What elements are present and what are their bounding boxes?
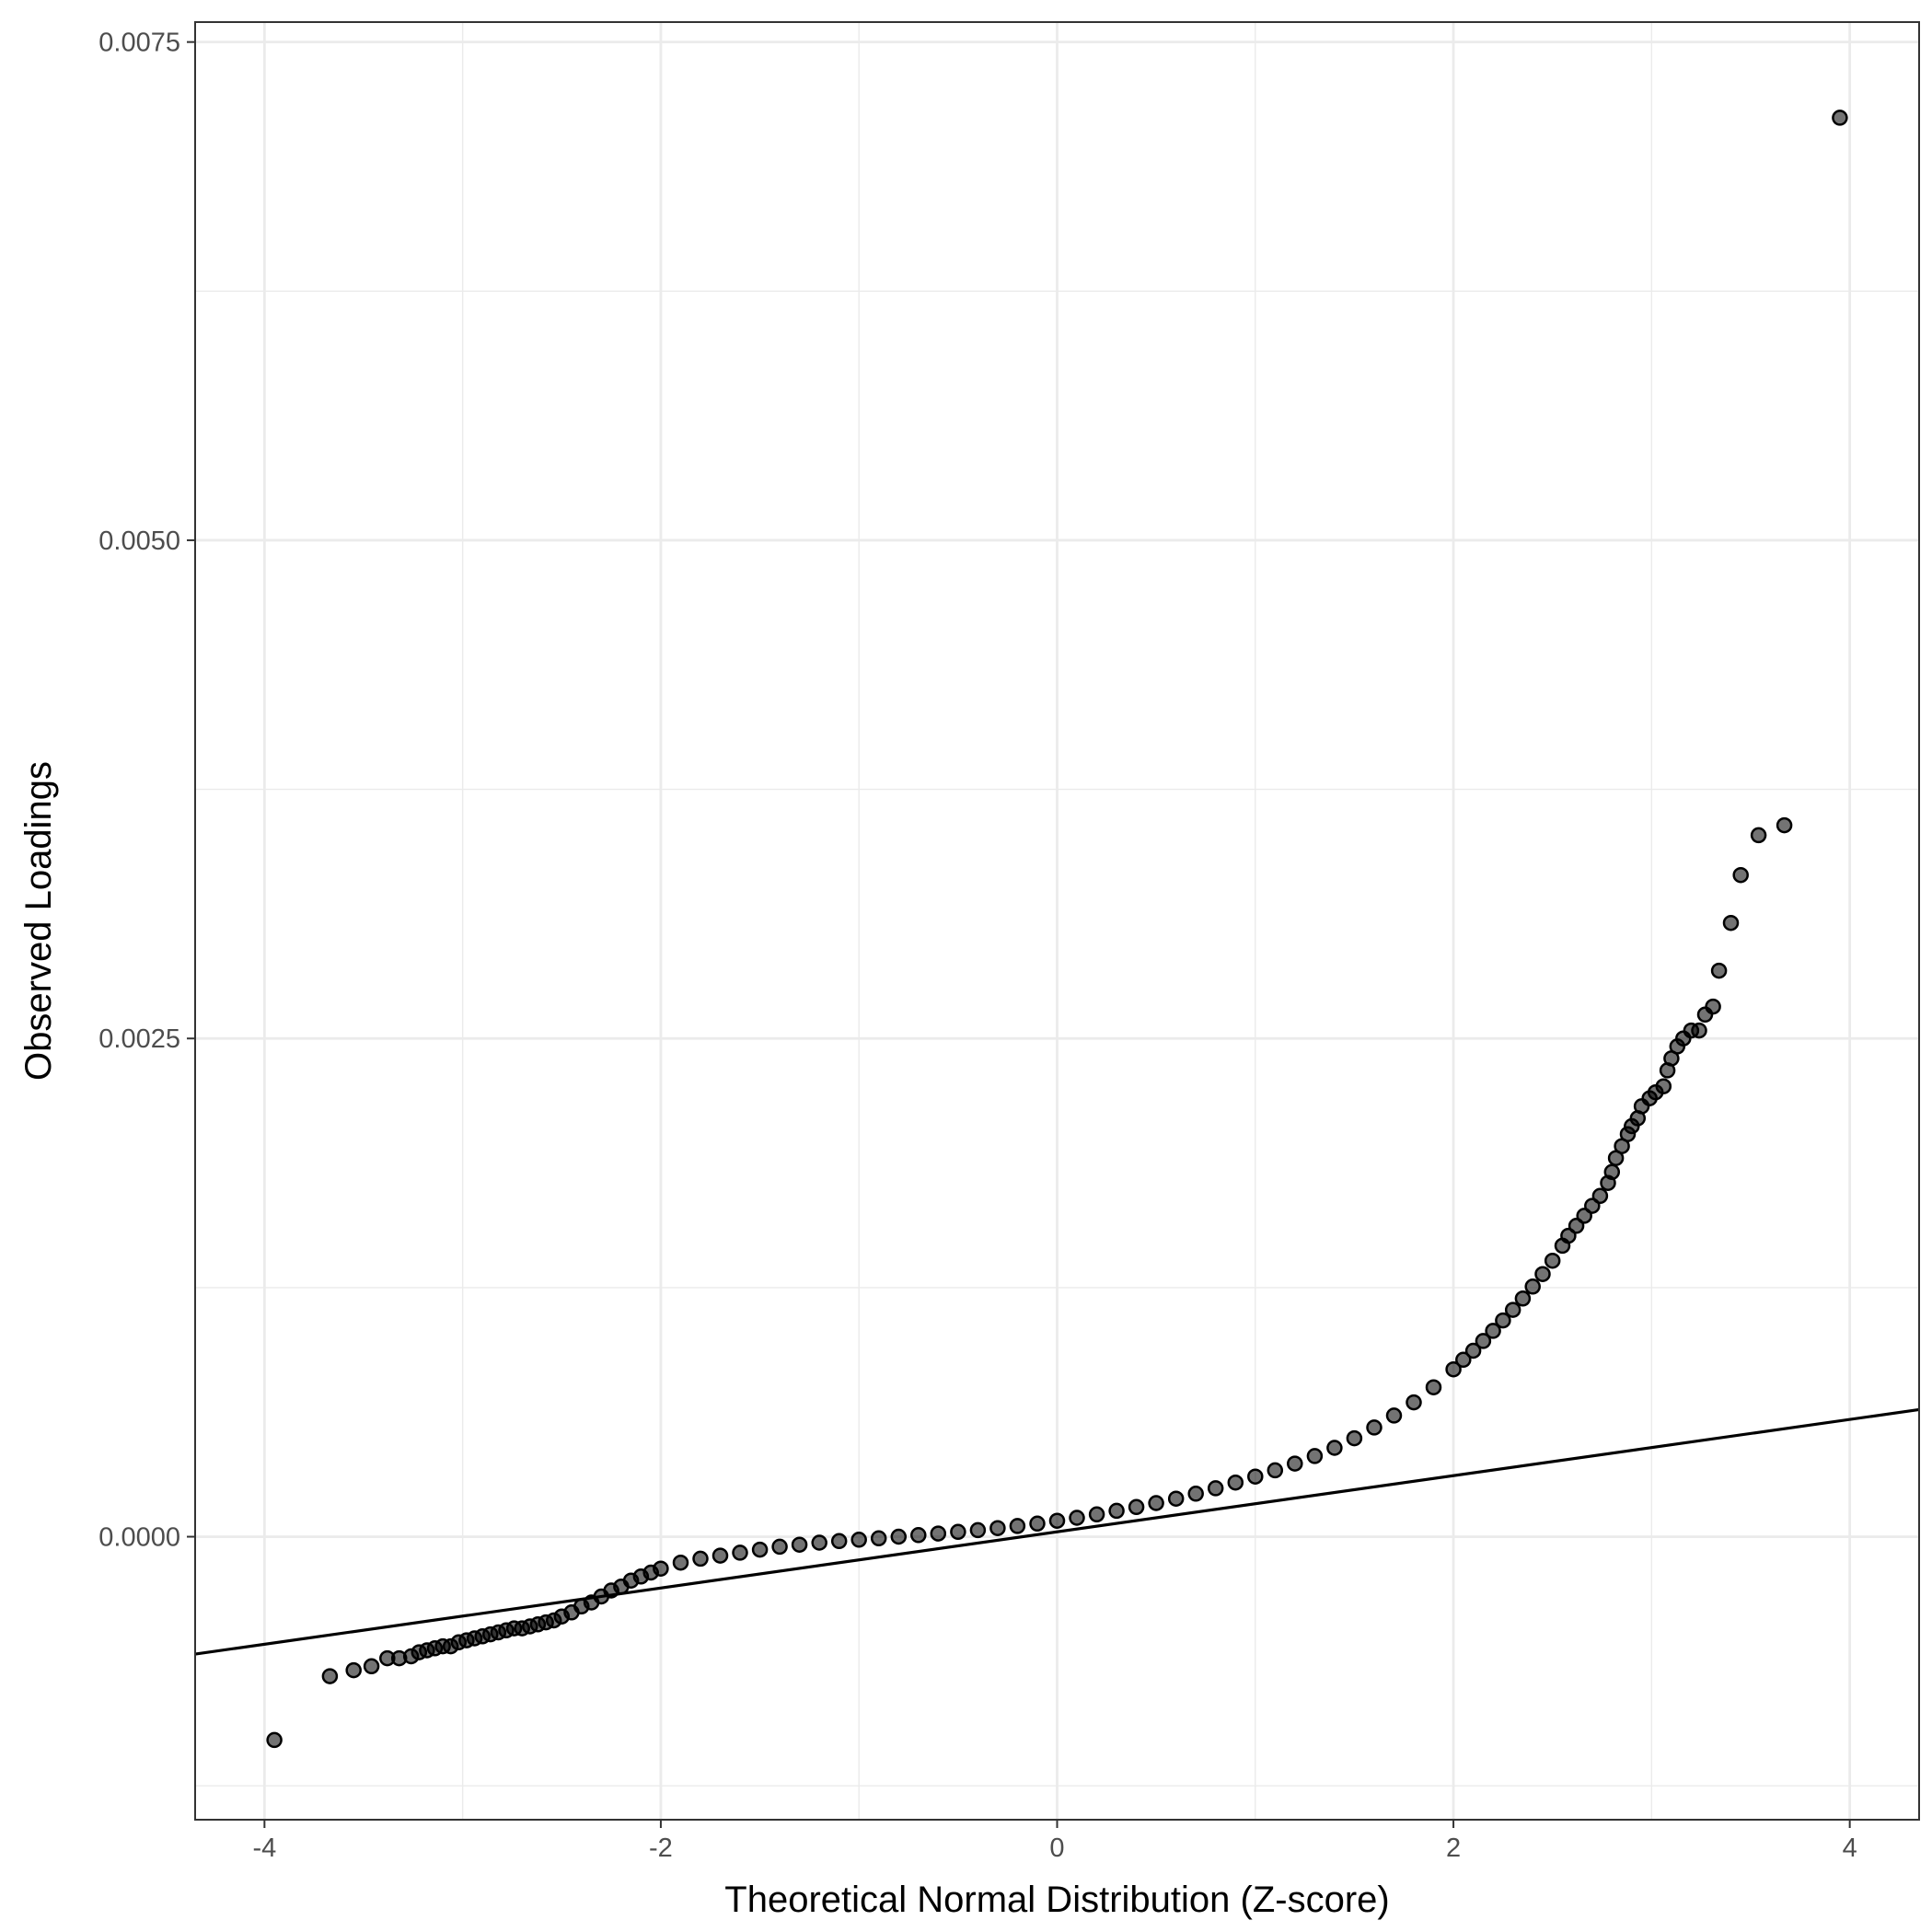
data-point (811, 1534, 827, 1551)
y-tick-label: 0.0075 (98, 29, 180, 58)
data-points (266, 110, 1848, 1749)
data-point (1544, 1252, 1561, 1269)
data-point (930, 1525, 947, 1542)
data-point (1445, 1360, 1462, 1378)
data-point (1691, 1022, 1707, 1039)
data-point (1603, 1163, 1621, 1181)
data-point (1029, 1515, 1046, 1533)
data-point (1167, 1490, 1185, 1507)
data-point (1267, 1462, 1284, 1479)
data-point (1128, 1498, 1145, 1516)
data-point (1591, 1187, 1609, 1205)
data-point (1287, 1455, 1303, 1472)
data-point (950, 1523, 966, 1541)
data-point (1524, 1278, 1541, 1295)
major-gridlines (195, 22, 1919, 1820)
data-point (266, 1731, 283, 1749)
x-tick-label: 4 (1843, 1834, 1857, 1863)
data-point (751, 1541, 769, 1558)
data-point (771, 1538, 788, 1556)
data-point (989, 1520, 1006, 1536)
y-axis-title: Observed Loadings (18, 761, 59, 1081)
data-point (890, 1528, 908, 1545)
y-tick-label: 0.0025 (98, 1024, 180, 1054)
data-point (1385, 1407, 1403, 1424)
data-point (363, 1658, 380, 1675)
data-point (1108, 1502, 1125, 1520)
data-point (791, 1536, 808, 1553)
data-point (850, 1532, 867, 1548)
data-point (969, 1521, 987, 1539)
data-point (870, 1530, 887, 1547)
data-point (1187, 1486, 1204, 1502)
y-tick-label: 0.0000 (98, 1523, 180, 1553)
data-point (1306, 1448, 1324, 1464)
data-point (692, 1550, 709, 1568)
data-point (1088, 1506, 1105, 1523)
data-point (1464, 1342, 1482, 1359)
data-point (910, 1527, 927, 1544)
reference-line (194, 1407, 1920, 1656)
data-point (1534, 1266, 1551, 1282)
x-tick-label: -2 (649, 1834, 673, 1863)
x-tick-label: -4 (252, 1834, 276, 1863)
data-point (321, 1668, 339, 1684)
data-point (1504, 1301, 1521, 1318)
data-point (1732, 866, 1749, 884)
x-axis-title: Theoretical Normal Distribution (Z-score… (724, 1880, 1389, 1920)
data-point (1710, 962, 1728, 979)
data-point (1495, 1312, 1511, 1329)
y-tick-label: 0.0050 (98, 526, 180, 556)
data-point (1207, 1480, 1224, 1497)
data-point (830, 1533, 848, 1550)
data-point (345, 1661, 362, 1679)
data-point (1655, 1078, 1672, 1094)
data-point (1722, 914, 1740, 931)
data-point (1425, 1379, 1442, 1395)
data-point (711, 1547, 729, 1564)
data-point (1475, 1333, 1492, 1349)
data-point (1455, 1351, 1472, 1369)
data-point (1406, 1394, 1422, 1411)
x-axis-ticks: -4 -2 0 2 4 (252, 1820, 1857, 1863)
data-point (1485, 1323, 1501, 1339)
data-point (1776, 816, 1793, 834)
data-point (1750, 827, 1767, 844)
data-point (1148, 1495, 1164, 1511)
data-point (1009, 1518, 1026, 1534)
data-point (1366, 1419, 1382, 1436)
data-point (1705, 998, 1721, 1015)
data-point (1048, 1512, 1066, 1529)
data-point (1069, 1510, 1085, 1526)
data-point (1326, 1440, 1343, 1456)
y-axis-ticks: 0.0000 0.0025 0.0050 0.0075 (98, 29, 195, 1553)
data-point (1514, 1290, 1532, 1307)
data-point (1247, 1468, 1264, 1485)
data-point (1832, 110, 1848, 126)
data-point (653, 1560, 669, 1577)
x-tick-label: 0 (1049, 1834, 1064, 1863)
data-point (1227, 1474, 1244, 1491)
data-point (672, 1554, 689, 1571)
data-point (732, 1544, 748, 1561)
data-point (1346, 1429, 1363, 1447)
x-tick-label: 2 (1446, 1834, 1461, 1863)
